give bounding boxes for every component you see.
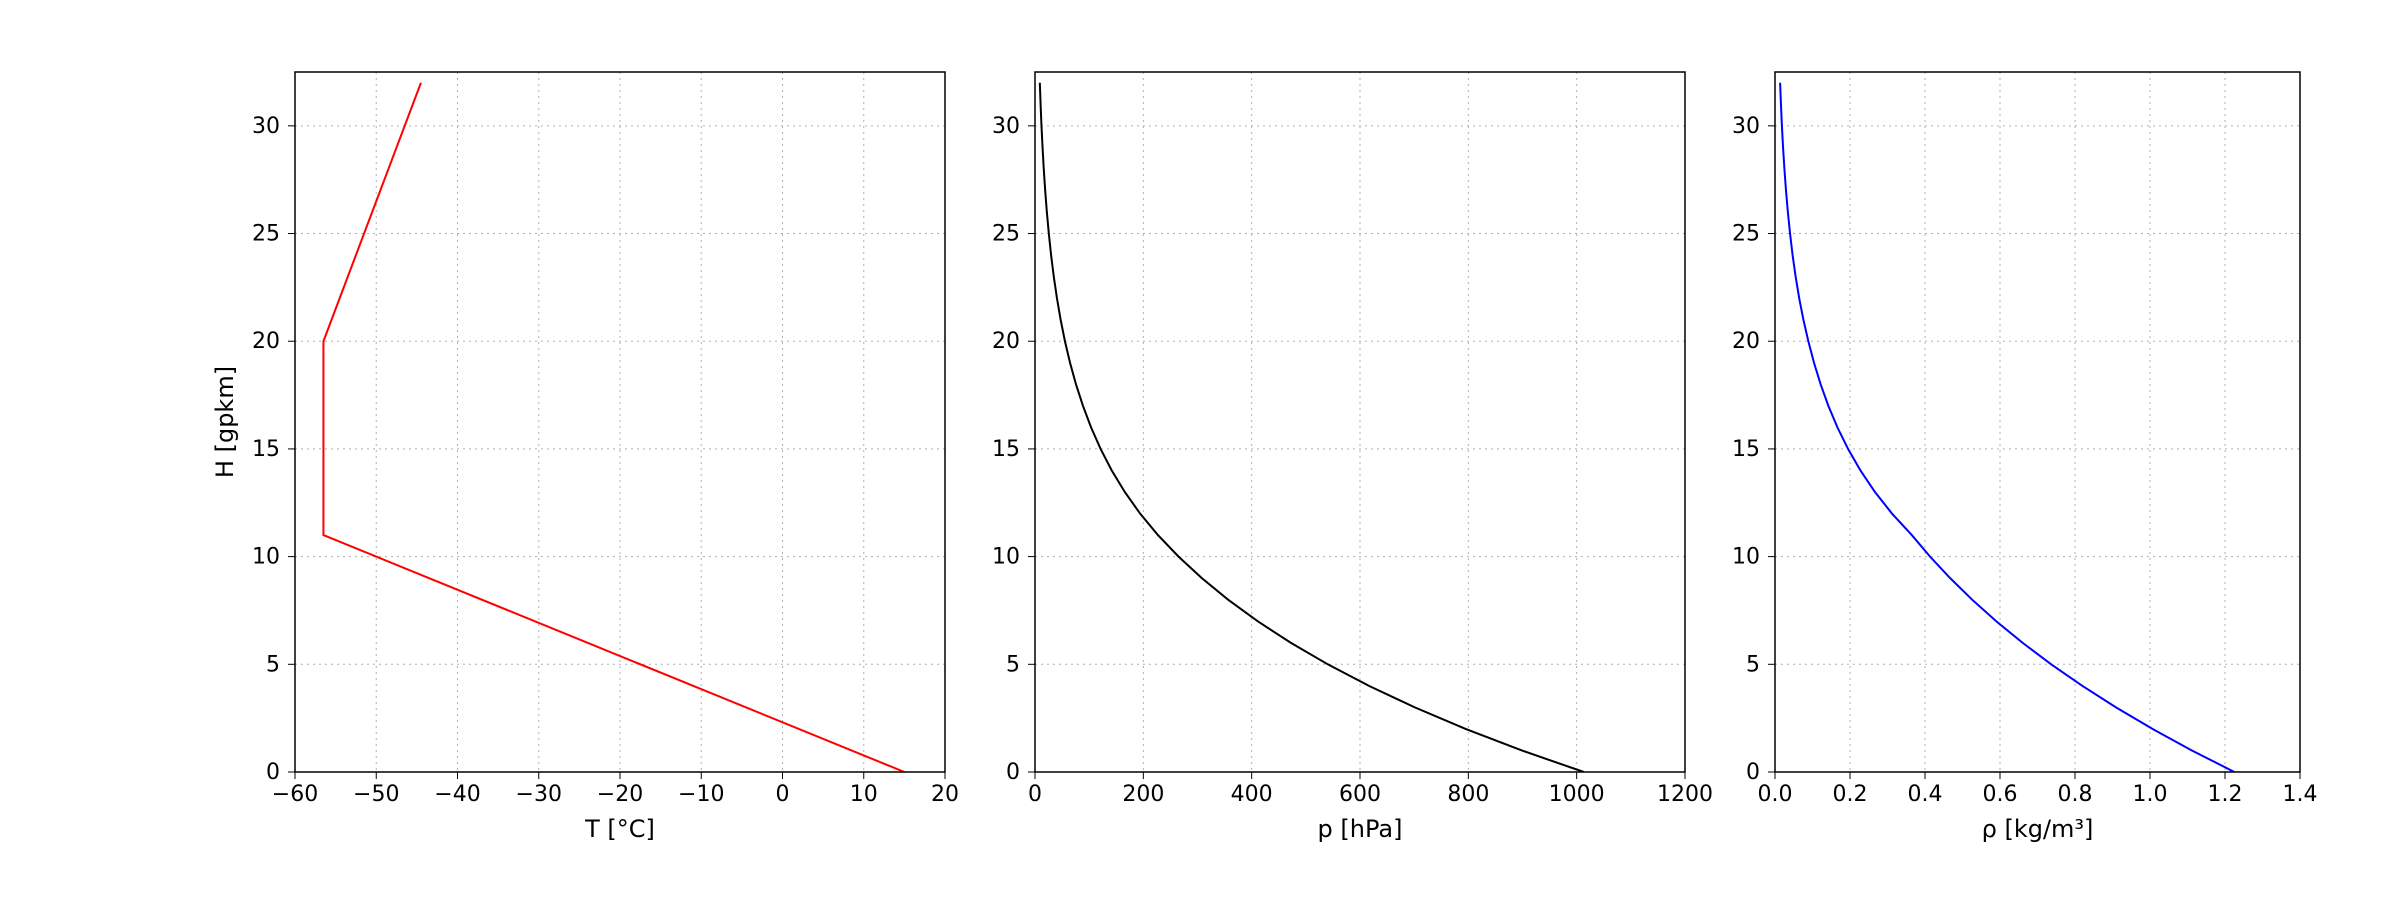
y-tick-label: 10 [1732,545,1760,570]
x-tick-label: −20 [597,782,643,807]
x-tick-label: 0.8 [2058,782,2093,807]
panel-density: 0.0 0.2 0.4 0.6 0.8 1.0 1.2 1.4 ρ [kg/m³] 0 5 10 15 2… [1732,72,2318,843]
y-tick-label: 30 [992,114,1020,139]
figure: −60 −50 −40 −30 −20 −10 0 10 20 T [°C] 0 5 10 15 20 25 3… [0,0,2400,900]
y-tick-label: 20 [992,329,1020,354]
x-tick-label: −40 [434,782,480,807]
x-tick-label: −50 [353,782,399,807]
x-tick-label: 1000 [1549,782,1605,807]
y-tick-label: 5 [1746,652,1760,677]
x-tick-label: −60 [272,782,318,807]
x-tick-label: 1200 [1657,782,1713,807]
x-tick-label: 20 [931,782,959,807]
x-tick-label: 200 [1122,782,1164,807]
y-tick-label: 0 [266,760,280,785]
x-axis-label: T [°C] [584,815,655,843]
y-tick-label: 20 [252,329,280,354]
x-tick-label: 1.2 [2208,782,2243,807]
y-tick-label: 5 [1006,652,1020,677]
y-tick-label: 25 [992,222,1020,247]
y-tick-label: 30 [1732,114,1760,139]
x-tick-label: 800 [1447,782,1489,807]
x-tick-label: 0 [776,782,790,807]
y-tick-label: 15 [992,437,1020,462]
y-axis-label: H [gpkm] [211,366,239,478]
x-tick-label: 10 [850,782,878,807]
x-tick-label: 400 [1231,782,1273,807]
x-tick-label: 0.2 [1833,782,1868,807]
y-tick-label: 25 [1732,222,1760,247]
x-tick-label: −10 [678,782,724,807]
y-tick-label: 0 [1746,760,1760,785]
x-tick-label: 0 [1028,782,1042,807]
x-tick-label: 0.6 [1983,782,2018,807]
panel-pressure: 0 200 400 600 800 1000 1200 p [hPa] 0 5 10 15 20 25 30 [992,72,1713,843]
x-tick-label: −30 [516,782,562,807]
x-tick-label: 1.0 [2133,782,2168,807]
y-tick-label: 5 [266,652,280,677]
y-tick-label: 20 [1732,329,1760,354]
y-tick-label: 0 [1006,760,1020,785]
chart-svg: −60 −50 −40 −30 −20 −10 0 10 20 T [°C] 0 5 10 15 20 25 3… [0,0,2400,900]
x-tick-label: 1.4 [2283,782,2318,807]
x-tick-label: 0.0 [1758,782,1793,807]
x-tick-label: 0.4 [1908,782,1943,807]
y-tick-label: 30 [252,114,280,139]
x-axis-label: p [hPa] [1318,815,1403,843]
y-tick-label: 10 [992,545,1020,570]
y-tick-label: 15 [1732,437,1760,462]
panel-temperature: −60 −50 −40 −30 −20 −10 0 10 20 T [°C] 0 5 10 15 20 25 3… [211,72,959,843]
y-tick-label: 15 [252,437,280,462]
x-tick-label: 600 [1339,782,1381,807]
x-axis-label: ρ [kg/m³] [1982,815,2094,843]
y-tick-label: 10 [252,545,280,570]
y-tick-label: 25 [252,222,280,247]
